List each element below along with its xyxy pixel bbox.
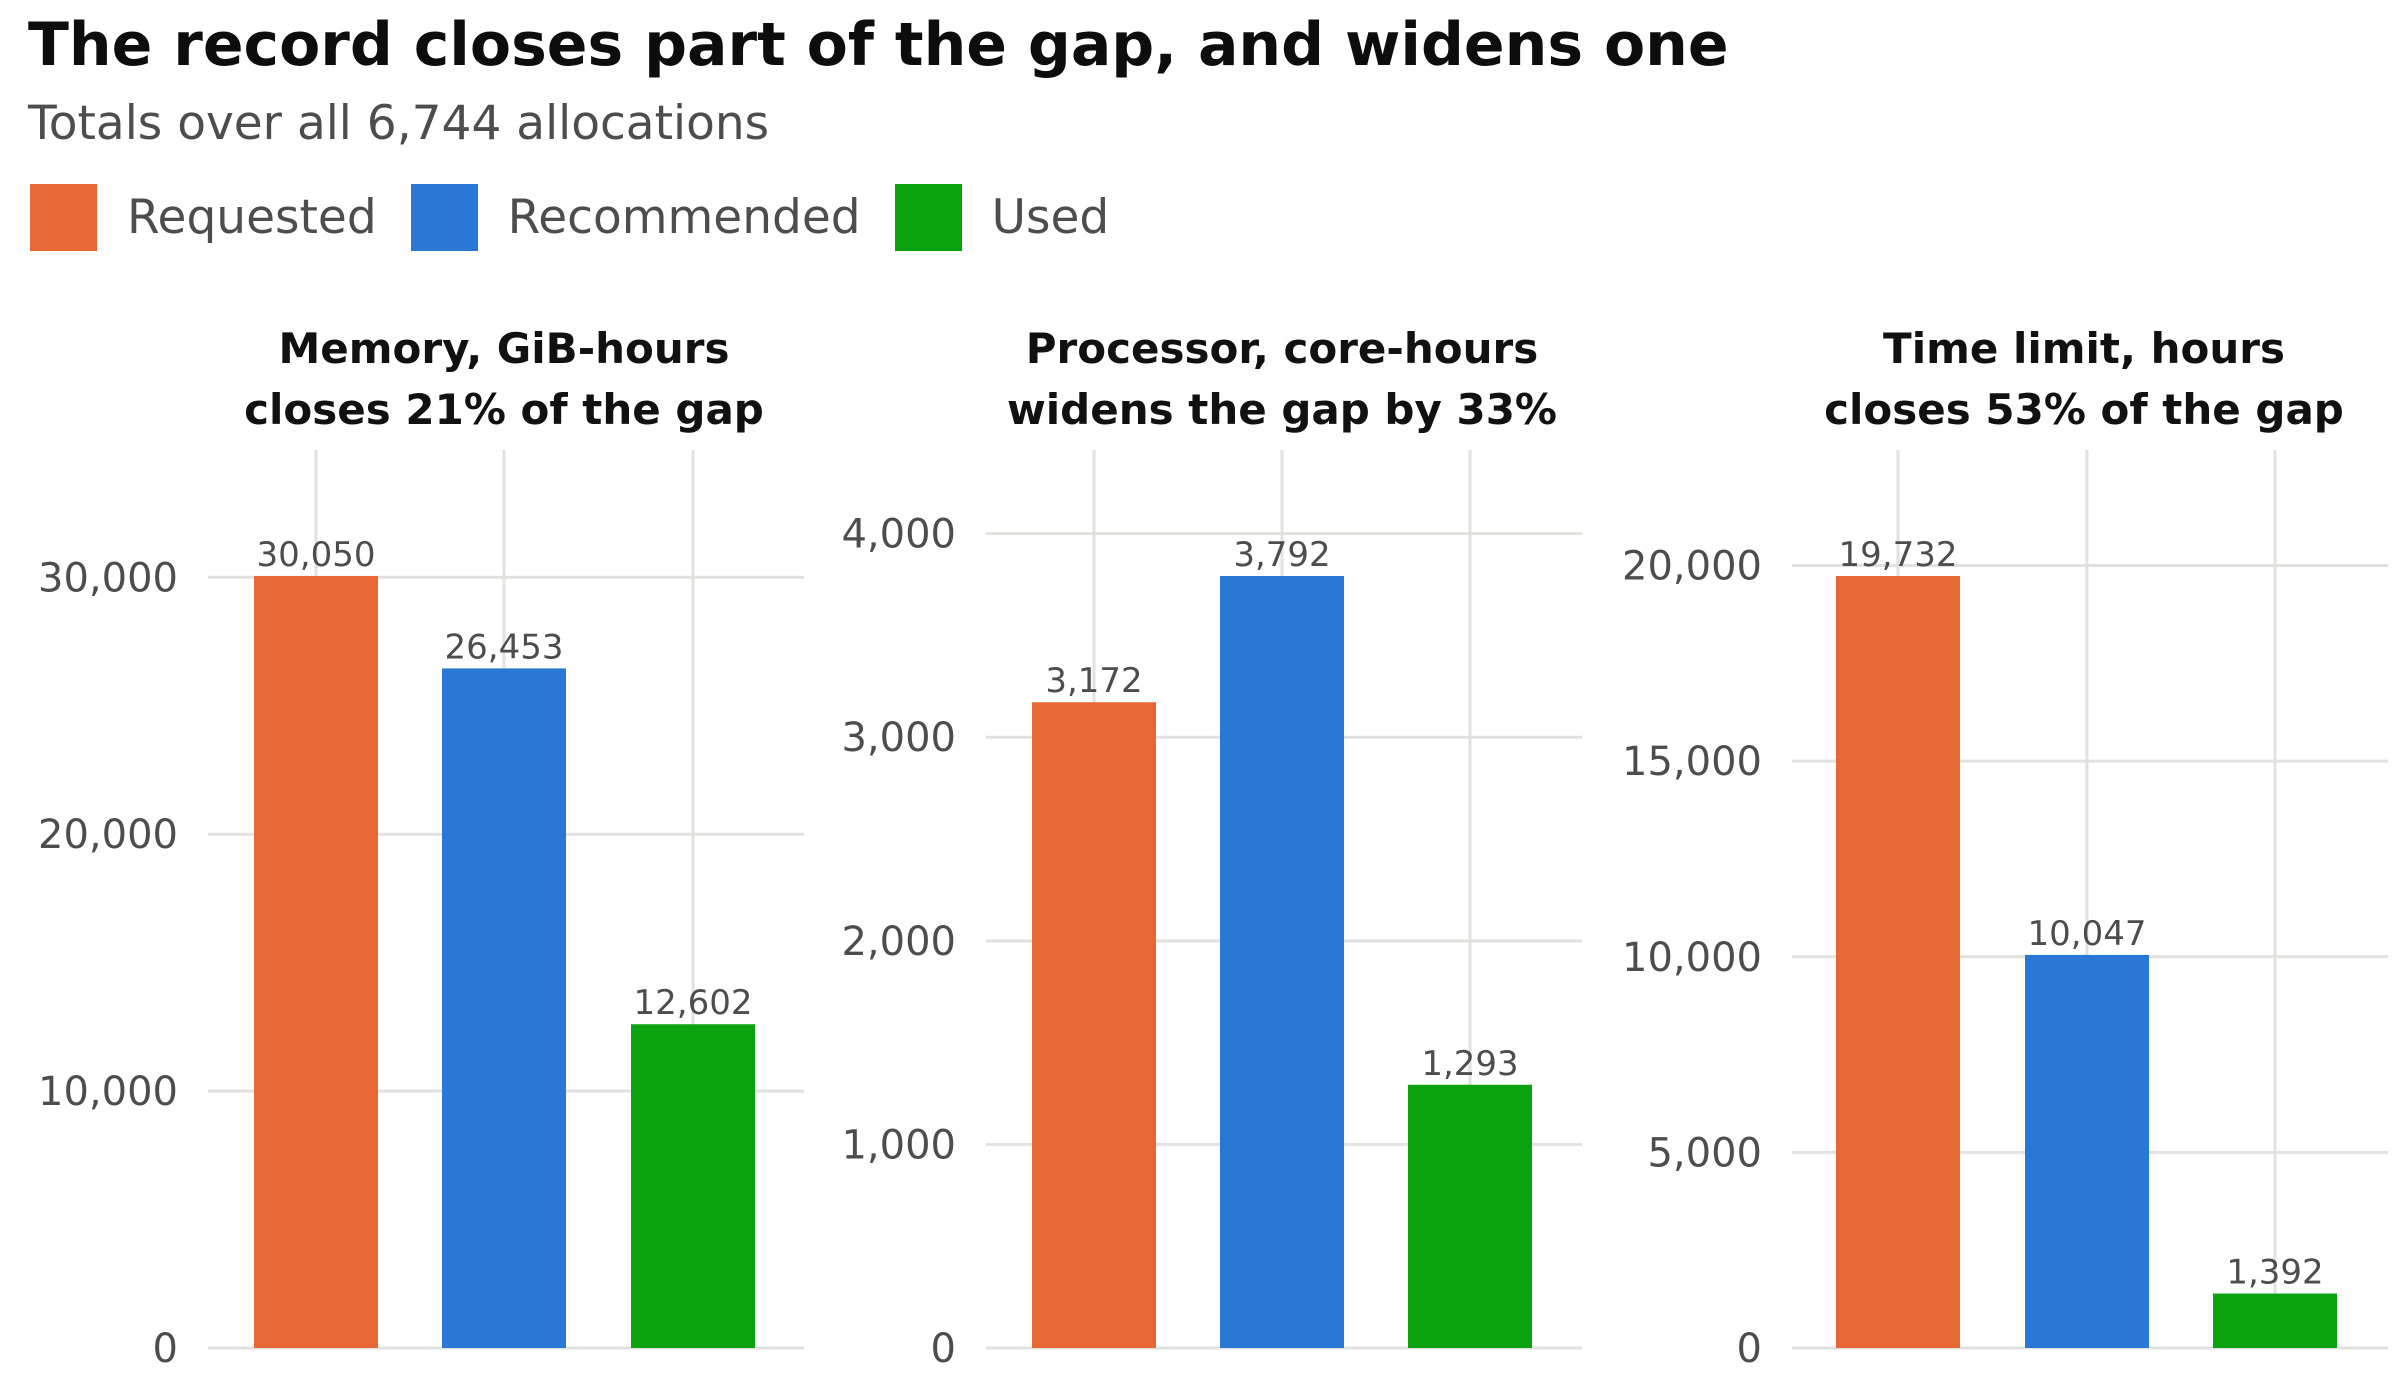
panel-3-bar-recommended: [2025, 954, 2149, 1348]
panel-3-ytick-label: 0: [1737, 1326, 1762, 1372]
panel-3-ytick-label: 5,000: [1647, 1130, 1762, 1176]
panel-1-ytick-label: 0: [153, 1326, 178, 1372]
legend-label-requested: Requested: [127, 189, 377, 245]
panel-1-value-label: 30,050: [257, 535, 376, 575]
legend-swatch-requested: [30, 183, 97, 251]
panel-3-title-line-1: Time limit, hours: [1883, 324, 2285, 373]
legend-item-requested: Requested: [30, 183, 377, 251]
panel-1-value-label: 26,453: [445, 627, 564, 667]
panel-1-title-line-2: closes 21% of the gap: [244, 385, 764, 434]
legend-label-recommended: Recommended: [507, 189, 861, 245]
panel-3-ytick-label: 20,000: [1622, 544, 1762, 590]
panel-1-bar-requested: [254, 576, 378, 1348]
panel-2-ytick-label: 2,000: [841, 919, 956, 965]
legend-swatch-used: [894, 183, 962, 251]
panel-2-value-label: 3,172: [1045, 661, 1142, 701]
legend-item-used: Used: [894, 183, 1110, 251]
panel-2-value-label: 1,293: [1421, 1044, 1518, 1084]
panel-3-ytick-label: 15,000: [1622, 739, 1762, 785]
panel-2-bar-requested: [1032, 702, 1156, 1348]
panel-2-ytick-label: 1,000: [841, 1122, 956, 1168]
panel-3-value-label: 19,732: [1839, 535, 1958, 575]
legend-item-recommended: Recommended: [410, 183, 861, 251]
chart-subtitle: Totals over all 6,744 allocations: [28, 96, 770, 151]
panel-3-value-label: 1,392: [2226, 1253, 2323, 1293]
panel-3-title-line-2: closes 53% of the gap: [1824, 385, 2344, 434]
panel-3-value-label: 10,047: [2028, 914, 2147, 954]
panel-3-ytick-label: 10,000: [1622, 935, 1762, 981]
panel-2-bar-recommended: [1220, 576, 1344, 1348]
panel-1-ytick-label: 10,000: [38, 1069, 178, 1115]
panel-1-ytick-label: 20,000: [38, 812, 178, 858]
chart-title: The record closes part of the gap, and w…: [28, 10, 1729, 80]
legend: Requested Recommended Used: [30, 183, 1143, 251]
panel-1-value-label: 12,602: [634, 983, 753, 1023]
panel-1-title-line-1: Memory, GiB-hours: [279, 324, 730, 373]
panel-2-title-line-2: widens the gap by 33%: [1007, 385, 1557, 434]
legend-label-used: Used: [991, 189, 1110, 245]
panel-2-ytick-label: 3,000: [841, 715, 956, 761]
panel-2-bar-used: [1408, 1084, 1532, 1348]
panel-2-value-label: 3,792: [1233, 535, 1330, 575]
panel-1-bar-recommended: [442, 668, 566, 1348]
panel-3-bar-used: [2213, 1293, 2337, 1348]
panel-2-title-line-1: Processor, core-hours: [1026, 324, 1538, 373]
panel-1-bar-used: [631, 1024, 755, 1348]
panel-2-ytick-label: 4,000: [841, 512, 956, 558]
panel-2-ytick-label: 0: [931, 1326, 956, 1372]
panel-3-bar-requested: [1836, 576, 1960, 1348]
panel-1-ytick-label: 30,000: [38, 555, 178, 601]
legend-swatch-recommended: [410, 183, 478, 251]
